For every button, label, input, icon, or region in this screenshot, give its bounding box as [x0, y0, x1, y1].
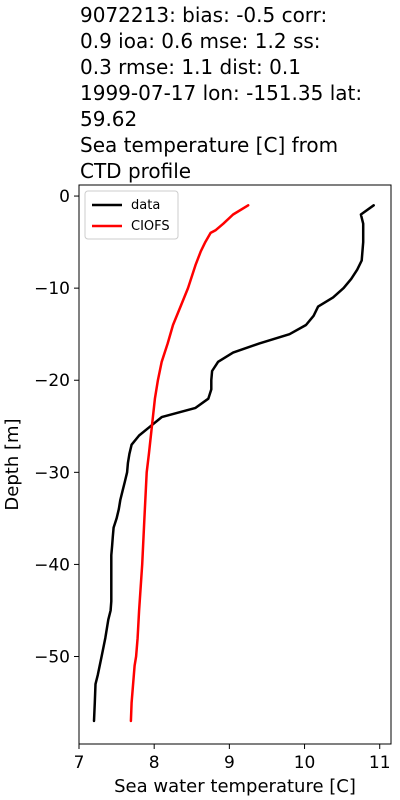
x-tick-label: 8: [149, 753, 160, 773]
x-axis-label: Sea water temperature [C]: [114, 776, 356, 797]
y-tick-label: −50: [34, 648, 70, 668]
ticks-layer: 7 8 9 10 11 0 −10 −20 −30 −40 −50: [34, 187, 390, 773]
series-line-ciofs: [129, 204, 250, 723]
title-line: 0.3 rmse: 1.1 dist: 0.1: [80, 55, 301, 79]
y-tick-label: −40: [34, 555, 70, 575]
x-tick-label: 11: [369, 753, 391, 773]
y-axis-label: Depth [m]: [2, 418, 23, 510]
title-line: 9072213: bias: -0.5 corr:: [80, 3, 328, 27]
legend-label: data: [131, 198, 160, 213]
title-line: 59.62: [80, 107, 138, 131]
chart-title: 9072213: bias: -0.5 corr: 0.9 ioa: 0.6 m…: [80, 2, 398, 184]
axes-frame: [78, 184, 392, 745]
title-line: Sea temperature [C] from: [80, 133, 339, 157]
title-line: 0.9 ioa: 0.6 mse: 1.2 ss:: [80, 29, 321, 53]
series-layer: [92, 204, 375, 723]
x-tick-label: 10: [294, 753, 316, 773]
series-line-data: [92, 204, 375, 723]
x-tick-label: 7: [74, 753, 85, 773]
y-tick-label: −10: [34, 279, 70, 299]
title-line: CTD profile: [80, 159, 192, 183]
legend-label: CIOFS: [131, 219, 170, 234]
legend: data CIOFS: [84, 190, 179, 240]
y-tick-label: 0: [59, 187, 70, 207]
y-tick-label: −20: [34, 371, 70, 391]
x-tick-label: 9: [224, 753, 235, 773]
title-line: 1999-07-17 lon: -151.35 lat:: [80, 81, 363, 105]
y-tick-label: −30: [34, 463, 70, 483]
